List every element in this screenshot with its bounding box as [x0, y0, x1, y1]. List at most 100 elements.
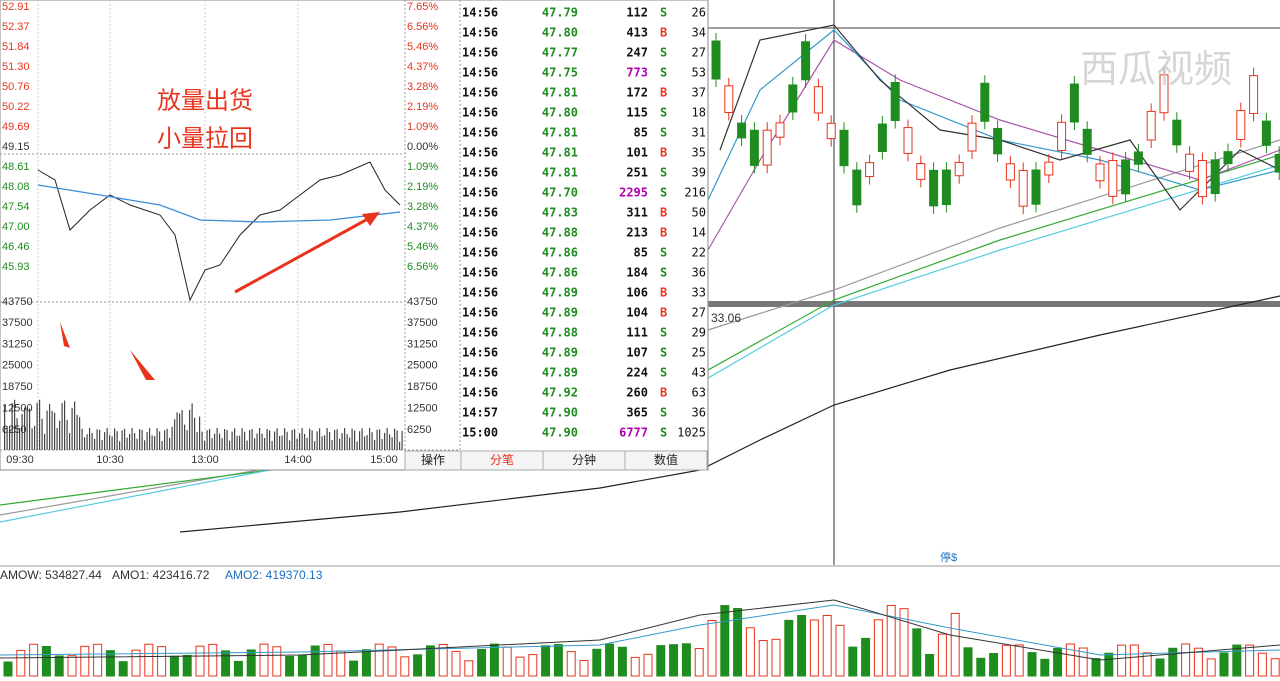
amount-bar: [221, 650, 231, 677]
volume-bar: [129, 434, 131, 450]
percent-axis-label: 7.65%: [407, 1, 438, 13]
trade-volume: 213: [626, 226, 648, 240]
volume-bar: [121, 430, 123, 450]
candle: [916, 163, 926, 180]
volume-bar: [259, 428, 261, 450]
amount-bar: [489, 643, 499, 677]
trade-volume: 365: [626, 406, 648, 420]
amount-bar: [233, 660, 243, 677]
volume-bar: [14, 399, 16, 450]
price-axis-label: 51.84: [2, 41, 30, 53]
trade-time: 14:56: [462, 326, 498, 340]
volume-bar: [111, 436, 113, 450]
trade-count: 22: [692, 246, 706, 260]
trade-time: 14:56: [462, 86, 498, 100]
volume-bar: [261, 433, 263, 450]
volume-bar: [354, 430, 356, 450]
trade-volume: 104: [626, 306, 648, 320]
volume-bar: [286, 431, 288, 450]
candles: [711, 33, 1280, 215]
trade-time: 14:56: [462, 366, 498, 380]
volume-bar: [249, 430, 251, 450]
candle: [1249, 75, 1259, 114]
trade-price: 47.90: [542, 426, 578, 440]
amount-bar: [336, 650, 346, 677]
volume-bar: [39, 399, 41, 450]
trade-volume: 224: [626, 366, 648, 380]
volume-bar: [176, 412, 178, 450]
tab[interactable]: [624, 450, 708, 471]
volume-bar: [99, 429, 101, 450]
volume-bar: [326, 428, 328, 450]
volume-bar: [126, 437, 128, 450]
percent-axis-label: 5.46%: [407, 41, 438, 53]
trade-count: 35: [692, 146, 706, 160]
candle: [1159, 74, 1169, 114]
volume-bar: [149, 428, 151, 450]
tab-label[interactable]: 数值: [654, 452, 678, 467]
amount-bar: [822, 614, 832, 677]
volume-bar: [381, 438, 383, 450]
amount-bar: [861, 637, 871, 677]
amount-bar: [848, 646, 858, 677]
amount-bar: [1232, 644, 1242, 677]
trade-count: 216: [684, 186, 706, 200]
tab-label[interactable]: 分笔: [490, 452, 514, 467]
volume-bar: [306, 437, 308, 450]
amount-bar: [643, 653, 653, 677]
volume-bar: [229, 440, 231, 450]
tab-label[interactable]: 分钟: [572, 452, 596, 467]
volume-bar: [369, 428, 371, 450]
volume-bar: [124, 428, 126, 450]
volume-bar: [41, 418, 43, 450]
volume-bar: [216, 428, 218, 450]
volume-bar: [321, 436, 323, 450]
volume-bar: [61, 403, 63, 450]
time-label: 09:30: [6, 454, 34, 466]
indicator-label: AMO1: 423416.72: [112, 568, 210, 582]
amount-bar: [835, 624, 845, 677]
volume-bar: [119, 441, 121, 450]
candle: [813, 86, 823, 114]
volume-bar: [346, 434, 348, 450]
time-label: 13:00: [191, 454, 219, 466]
volume-bar: [214, 433, 216, 450]
trade-time: 14:56: [462, 26, 498, 40]
volume-bar: [156, 428, 158, 450]
percent-axis-label: 0.00%: [407, 141, 438, 153]
trade-volume: 6777: [619, 426, 648, 440]
watermark: 西瓜视频: [1080, 49, 1232, 91]
volume-bar: [51, 410, 53, 450]
price-axis-label: 52.37: [2, 21, 30, 33]
volume-bar: [9, 427, 11, 450]
trade-volume: 115: [626, 106, 648, 120]
percent-axis-label: 4.37%: [407, 221, 438, 233]
percent-axis-label: 3.28%: [407, 201, 438, 213]
percent-axis-label: 6.56%: [407, 21, 438, 33]
trade-time: 14:56: [462, 386, 498, 400]
price-axis-label: 48.61: [2, 161, 30, 173]
volume-bar: [236, 435, 238, 450]
amount-bar: [592, 648, 602, 677]
amount-bar: [16, 649, 26, 677]
volume-axis-label: 6250: [407, 424, 431, 436]
trade-volume: 172: [626, 86, 648, 100]
percent-axis-label: 4.37%: [407, 61, 438, 73]
volume-bar: [191, 403, 193, 450]
volume-bar: [329, 432, 331, 450]
tab-label[interactable]: 操作: [421, 452, 445, 467]
price-axis-label: 51.30: [2, 61, 30, 73]
candle: [1069, 83, 1079, 123]
amount-bar: [950, 612, 960, 677]
percent-axis-label: 5.46%: [407, 241, 438, 253]
price-axis-label: 48.08: [2, 181, 30, 193]
amount-bar: [758, 639, 768, 677]
volume-bar: [29, 408, 31, 450]
trade-side: S: [660, 426, 667, 440]
volume-bar: [349, 437, 351, 450]
amount-bar: [169, 655, 179, 677]
volume-axis-label: 18750: [407, 381, 438, 393]
trade-volume: 2295: [619, 186, 648, 200]
trade-price: 47.81: [542, 86, 578, 100]
price-axis-label: 47.00: [2, 221, 30, 233]
